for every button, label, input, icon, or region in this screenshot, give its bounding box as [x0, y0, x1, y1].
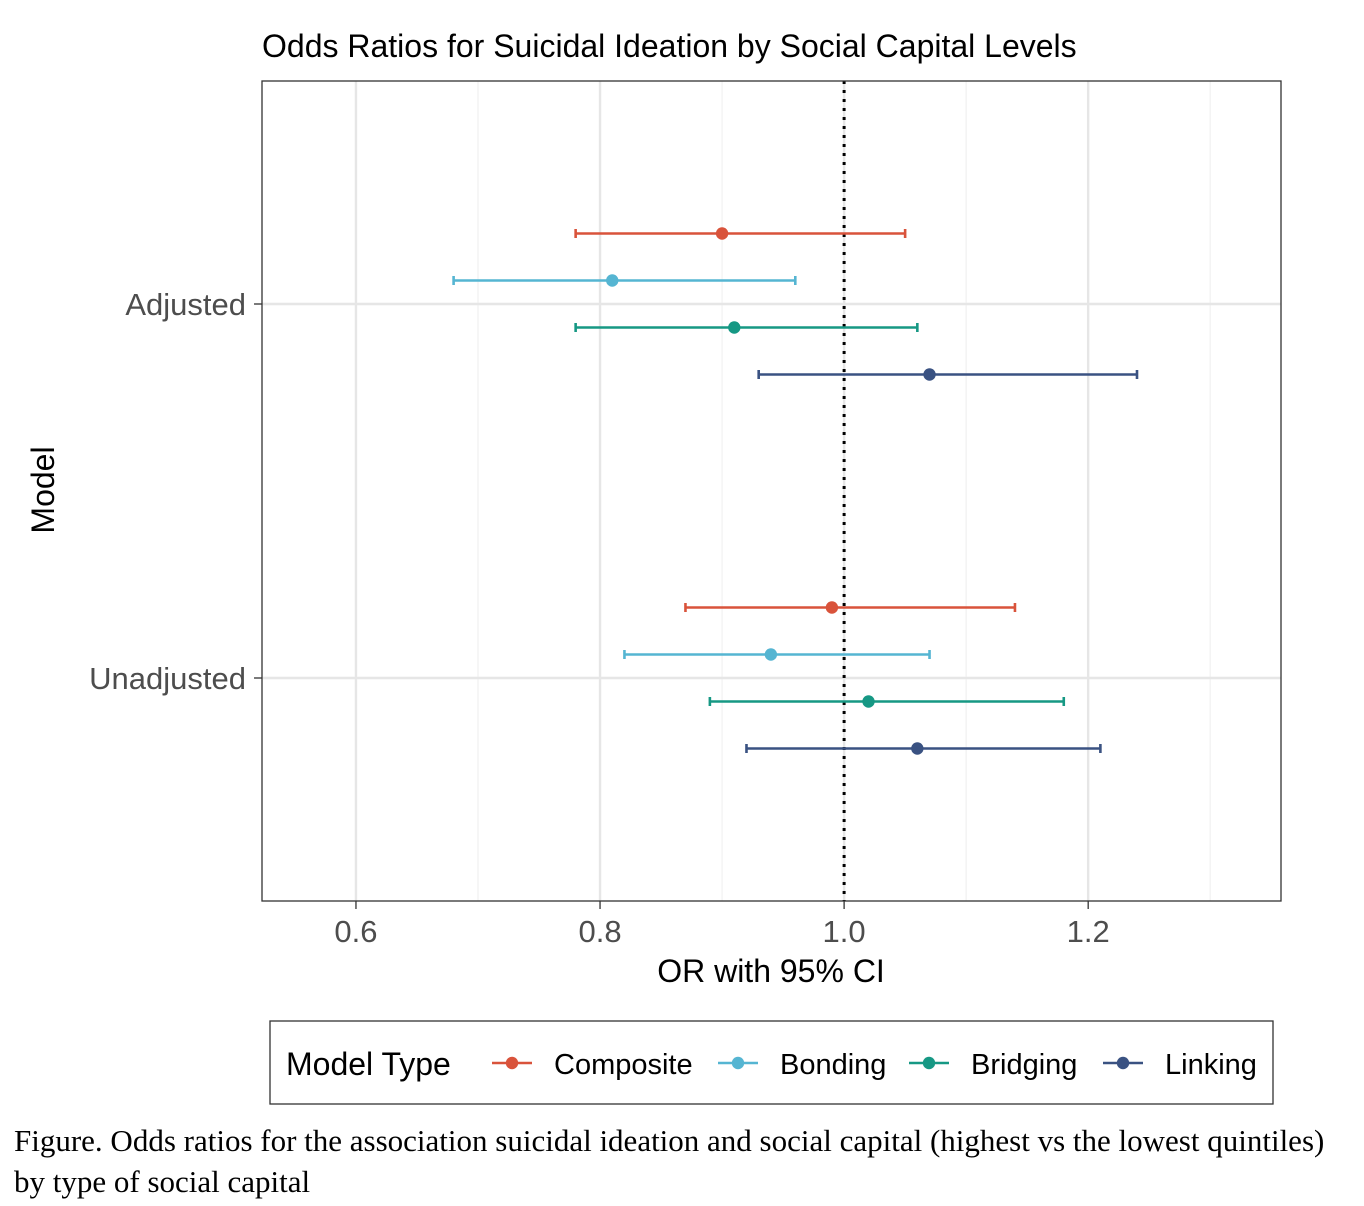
legend-key-point — [1116, 1056, 1130, 1070]
point-estimate — [911, 742, 924, 755]
errorbar-bonding-unadjusted — [623, 648, 931, 661]
plot-panel-border — [261, 80, 1282, 902]
axis-layer: 0.6 0.8 1.0 1.2 Adjusted Unadjusted — [89, 287, 1110, 949]
errorbar-bridging-adjusted — [574, 321, 919, 334]
legend-item-linking: Linking — [1103, 1049, 1257, 1081]
point-estimate — [923, 368, 936, 381]
x-axis-title: OR with 95% CI — [657, 953, 885, 989]
legend-title: Model Type — [286, 1046, 451, 1082]
legend-label: Linking — [1165, 1049, 1257, 1081]
point-estimate — [606, 274, 619, 287]
errorbar-composite-unadjusted — [684, 601, 1017, 614]
legend-label: Bridging — [971, 1049, 1077, 1081]
errorbar-composite-adjusted — [574, 227, 907, 240]
point-estimate — [862, 695, 875, 708]
legend-key-point — [505, 1056, 519, 1070]
y-axis-title: Model — [25, 446, 61, 533]
errorbar-linking-unadjusted — [745, 742, 1102, 755]
legend-items: Composite Bonding Bridging Linking — [492, 1049, 1257, 1081]
legend-key-point — [922, 1056, 936, 1070]
point-estimate — [764, 648, 778, 661]
plot-background — [262, 81, 1281, 901]
x-tick-label: 0.8 — [578, 914, 621, 949]
legend-item-bridging: Bridging — [909, 1049, 1077, 1081]
x-tick-label: 1.0 — [823, 914, 866, 949]
x-tick-label: 1.2 — [1067, 914, 1110, 949]
grid-layer — [262, 81, 1281, 901]
y-tick-label: Adjusted — [125, 287, 246, 322]
legend-key-point — [731, 1056, 745, 1070]
errorbar-bridging-unadjusted — [708, 695, 1066, 708]
series-layer — [452, 227, 1139, 755]
errorbar-bonding-adjusted — [452, 274, 797, 287]
chart-title: Odds Ratios for Suicidal Ideation by Soc… — [262, 28, 1077, 64]
legend-label: Composite — [554, 1049, 693, 1081]
legend-item-bonding: Bonding — [718, 1049, 886, 1081]
x-tick-label: 0.6 — [334, 914, 377, 949]
point-estimate — [825, 601, 839, 614]
errorbar-linking-adjusted — [757, 368, 1139, 381]
legend: Model Type Composite Bonding Bridging Linki… — [269, 1020, 1274, 1105]
legend-item-composite: Composite — [492, 1049, 693, 1081]
figure-caption: Figure. Odds ratios for the association … — [14, 1123, 1325, 1199]
point-estimate — [715, 227, 729, 240]
legend-label: Bonding — [780, 1049, 886, 1081]
y-tick-label: Unadjusted — [89, 661, 246, 696]
point-estimate — [728, 321, 741, 334]
